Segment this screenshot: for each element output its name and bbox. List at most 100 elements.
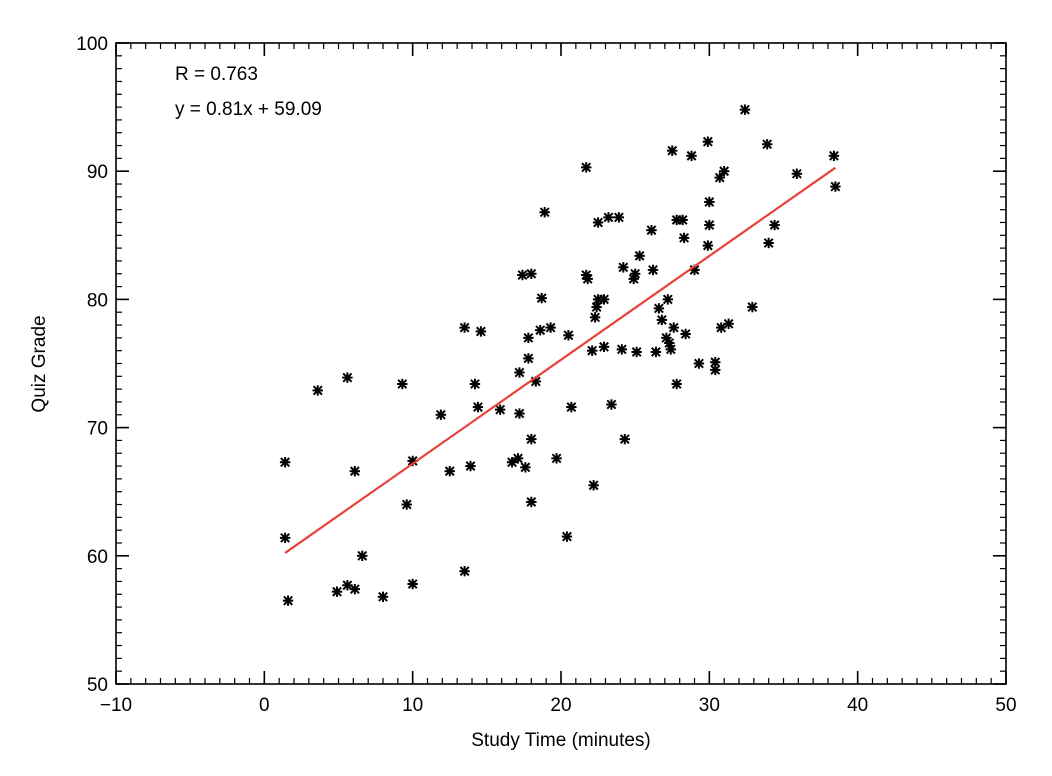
data-point (664, 337, 675, 349)
data-point (761, 139, 773, 150)
data-point (435, 409, 447, 420)
data-point (465, 460, 476, 472)
data-point (561, 531, 573, 542)
data-point (769, 219, 780, 231)
y-tick-label: 60 (87, 547, 108, 568)
data-point (678, 232, 690, 244)
data-point (407, 578, 418, 590)
data-point (472, 401, 484, 413)
data-point (582, 273, 593, 285)
x-tick-label: −10 (100, 695, 132, 716)
y-tick-label: 80 (87, 290, 108, 311)
data-point (619, 433, 630, 445)
data-point (523, 332, 534, 344)
data-point (588, 480, 599, 491)
data-point (718, 166, 730, 177)
data-point (342, 372, 353, 383)
data-point (563, 330, 574, 341)
x-tick-label: 10 (402, 695, 423, 716)
x-tick-label: 50 (995, 695, 1016, 716)
data-point (517, 269, 528, 281)
data-point (714, 172, 725, 183)
minor-ticks (115, 42, 1007, 685)
data-point (535, 324, 546, 336)
y-tick-label: 90 (87, 162, 108, 183)
data-point (629, 268, 641, 279)
data-point (613, 212, 625, 223)
x-tick-label: 20 (550, 695, 571, 716)
y-tick-label: 100 (76, 34, 108, 55)
regression-line (284, 166, 837, 554)
y-axis-title: Quiz Grade (29, 315, 50, 412)
data-point (634, 250, 645, 262)
data-point (702, 240, 714, 251)
data-point (677, 214, 688, 226)
data-point (616, 344, 628, 355)
data-point (349, 465, 361, 477)
data-point (459, 322, 470, 333)
x-axis-title: Study Time (minutes) (471, 730, 651, 751)
data-point (581, 162, 592, 173)
data-point (665, 344, 676, 355)
data-point (704, 219, 715, 231)
data-point (331, 586, 343, 597)
y-tick-label: 50 (87, 675, 108, 696)
annotation-r-value: R = 0.763 (175, 64, 258, 85)
data-point (763, 237, 774, 249)
y-tick-label: 70 (87, 419, 108, 440)
data-point (650, 346, 662, 358)
data-point (830, 181, 841, 192)
data-point (514, 367, 525, 378)
data-point (668, 322, 679, 333)
data-point (526, 433, 537, 445)
data-point (512, 453, 524, 464)
data-point (710, 357, 721, 368)
data-point (536, 292, 547, 304)
data-point (702, 136, 714, 147)
data-point (828, 150, 840, 162)
data-point (520, 462, 531, 473)
data-point (631, 346, 642, 358)
data-point (662, 294, 673, 305)
data-point (279, 457, 291, 468)
x-tick-labels: −10 0 10 20 30 40 50 (100, 695, 1017, 716)
data-point (566, 401, 577, 413)
data-point (693, 358, 705, 369)
data-point (357, 550, 368, 561)
data-point (747, 301, 758, 313)
data-point (667, 145, 678, 156)
data-point (739, 104, 751, 115)
data-point (592, 217, 604, 228)
plot-frame (115, 42, 1007, 685)
data-point (704, 196, 715, 208)
data-point (723, 318, 734, 329)
data-point (589, 312, 601, 323)
data-point (514, 408, 525, 419)
data-point (618, 262, 629, 273)
data-point (397, 378, 408, 390)
data-point (656, 314, 668, 326)
data-points (279, 104, 841, 606)
data-point (671, 378, 682, 390)
data-point (523, 353, 534, 364)
data-point (586, 345, 598, 356)
data-point (459, 565, 470, 577)
data-point (653, 303, 665, 314)
data-point (603, 212, 614, 223)
data-point (526, 496, 537, 508)
x-tick-label: 40 (847, 695, 868, 716)
data-point (545, 322, 556, 333)
data-point (551, 453, 562, 464)
x-tick-label: 30 (699, 695, 720, 716)
data-point (686, 150, 697, 162)
y-tick-labels: 50 60 70 80 90 100 (76, 34, 108, 696)
data-point (598, 341, 610, 353)
data-point (469, 378, 481, 390)
data-point (646, 224, 657, 236)
data-point (279, 532, 291, 544)
data-point (282, 595, 294, 606)
data-point (377, 591, 389, 603)
data-point (312, 385, 323, 396)
data-point (710, 364, 721, 376)
data-point (591, 301, 602, 313)
